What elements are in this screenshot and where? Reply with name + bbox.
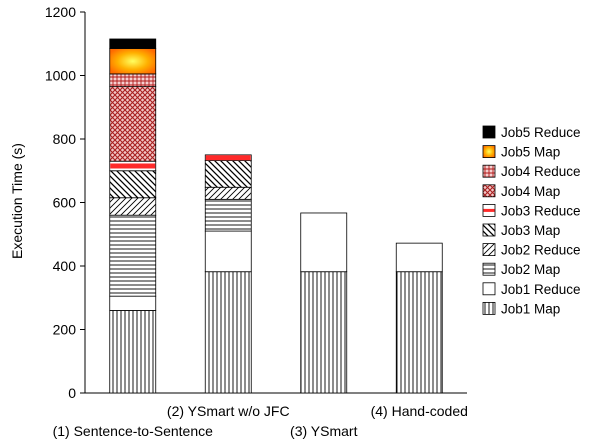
x-tick-label: (3) YSmart <box>290 423 358 439</box>
y-tick-label: 1200 <box>45 4 76 20</box>
legend-swatch-accent <box>483 208 495 212</box>
y-axis: 0 200 400 600 800 1000 1200 <box>45 4 467 401</box>
legend-swatch <box>482 223 496 237</box>
y-tick-label: 400 <box>53 258 77 274</box>
x-tick-label: (1) Sentence-to-Sentence <box>53 423 214 439</box>
bar-segment-accent <box>205 155 251 161</box>
bar-segment-accent <box>110 163 156 169</box>
y-tick-label: 800 <box>53 131 77 147</box>
bars <box>109 38 443 394</box>
bar-segment <box>300 212 348 273</box>
legend-label: Job2 Reduce <box>501 243 581 258</box>
bar-segment <box>109 38 157 49</box>
legend-label: Job3 Reduce <box>501 203 581 218</box>
legend-swatch <box>482 145 496 159</box>
legend-swatch <box>482 243 496 257</box>
bar-segment <box>204 160 252 188</box>
x-tick-label: (2) YSmart w/o JFC <box>167 403 290 419</box>
y-tick-label: 0 <box>68 385 76 401</box>
legend-label: Job1 Map <box>501 301 560 316</box>
bar-segment <box>109 295 157 311</box>
legend-label: Job3 Map <box>501 223 560 238</box>
x-axis-labels: (1) Sentence-to-Sentence (2) YSmart w/o J… <box>53 403 468 439</box>
legend-swatch <box>482 164 496 178</box>
x-tick-label: (4) Hand-coded <box>371 403 468 419</box>
bar-segment <box>109 197 157 216</box>
y-tick-label: 600 <box>53 195 77 211</box>
bar-segment <box>109 86 157 162</box>
bar-segment <box>109 73 157 88</box>
bar-segment <box>109 170 157 199</box>
legend-swatch <box>482 282 496 296</box>
legend-swatch <box>482 184 496 198</box>
y-tick-label: 200 <box>53 322 77 338</box>
bar-segment <box>204 186 252 200</box>
legend-label: Job4 Map <box>501 184 560 199</box>
legend: Job5 Reduce Job5 Map Job4 Reduce Job4 Map Jo… <box>482 125 581 316</box>
bar-segment <box>109 310 157 394</box>
bar-segment <box>109 214 157 297</box>
bar-segment <box>109 48 157 75</box>
bar-segment <box>204 198 252 232</box>
legend-label: Job5 Map <box>501 145 560 160</box>
y-axis-label: Execution Time (s) <box>9 143 25 259</box>
legend-label: Job4 Reduce <box>501 164 581 179</box>
bar-segment <box>300 271 348 394</box>
legend-label: Job5 Reduce <box>501 125 581 140</box>
y-tick-label: 1000 <box>45 68 76 84</box>
legend-label: Job1 Reduce <box>501 282 581 297</box>
bar-segment <box>395 271 443 394</box>
bar-segment <box>395 242 443 273</box>
legend-swatch <box>482 262 496 276</box>
legend-swatch <box>482 301 496 315</box>
legend-label: Job2 Map <box>501 262 560 277</box>
bar-segment <box>204 271 252 394</box>
bar-segment <box>204 230 252 273</box>
legend-swatch <box>482 125 496 139</box>
